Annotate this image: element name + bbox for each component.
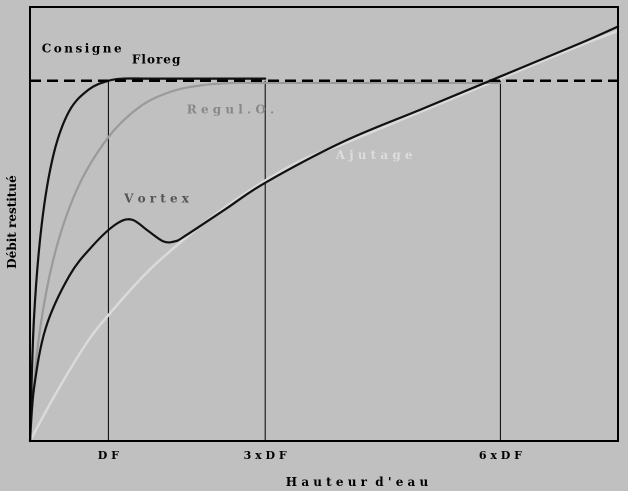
- x-tick-label-2: 6 x D F: [479, 449, 522, 462]
- x-axis-label: H a u t e u r d ' e a u: [286, 475, 429, 489]
- series-line-regul-o: [28, 81, 502, 443]
- series-line-vortex: [28, 25, 620, 443]
- y-axis-label: Débit restitué: [5, 175, 19, 269]
- annotation-floreg: Floreg: [132, 52, 181, 66]
- plot-frame: [29, 6, 619, 442]
- annotation-ajutage: A j u t a g e: [335, 148, 413, 162]
- annotation-consigne: Consigne: [42, 42, 124, 56]
- x-tick-label-0: D F: [98, 449, 119, 462]
- series-line-floreg: [28, 77, 267, 443]
- x-tick-label-1: 3 x D F: [244, 449, 287, 462]
- annotation-regulo: R e g u l . O .: [187, 102, 274, 116]
- annotation-vortex: V o r t e x: [123, 191, 190, 205]
- series-line-ajutage: [28, 29, 620, 443]
